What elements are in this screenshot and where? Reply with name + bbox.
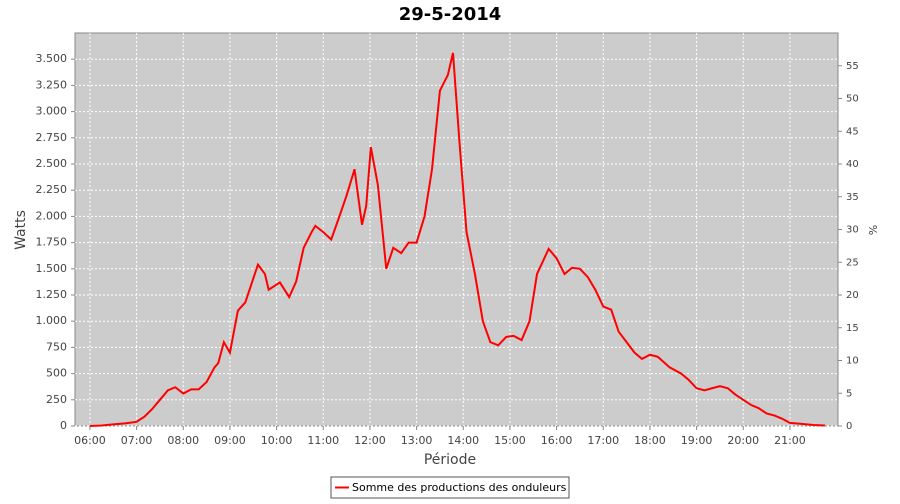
x-tick-label: 13:00	[401, 434, 433, 447]
chart-title: 29-5-2014	[399, 4, 502, 25]
y2-tick-label: 50	[846, 94, 859, 105]
x-tick-label: 11:00	[307, 434, 339, 447]
y-tick-label: 1.000	[36, 314, 68, 327]
y-tick-label: 2.750	[36, 131, 68, 144]
x-tick-label: 18:00	[634, 434, 666, 447]
legend-label: Somme des productions des onduleurs	[352, 481, 567, 494]
y-tick-label: 3.000	[36, 105, 68, 118]
y2-tick-label: 25	[846, 257, 859, 268]
y-tick-label: 750	[46, 340, 67, 353]
y2-tick-label: 40	[846, 159, 859, 170]
x-tick-label: 10:00	[261, 434, 293, 447]
x-tick-label: 14:00	[447, 434, 479, 447]
y2-axis-label: %	[866, 225, 879, 235]
x-tick-label: 15:00	[494, 434, 526, 447]
y-tick-label: 250	[46, 393, 67, 406]
x-tick-label: 16:00	[541, 434, 573, 447]
x-tick-label: 12:00	[354, 434, 386, 447]
y-tick-label: 2.000	[36, 209, 68, 222]
y2-tick-label: 30	[846, 225, 859, 236]
y-tick-label: 500	[46, 367, 67, 380]
y-tick-label: 3.500	[36, 52, 68, 65]
x-tick-label: 21:00	[774, 434, 806, 447]
y2-tick-label: 55	[846, 61, 859, 72]
y-tick-label: 1.250	[36, 288, 68, 301]
y-axis-label: Watts	[13, 210, 29, 250]
y-tick-label: 1.750	[36, 236, 68, 249]
x-tick-label: 09:00	[214, 434, 246, 447]
y-tick-label: 2.500	[36, 157, 68, 170]
y2-tick-label: 20	[846, 290, 859, 301]
x-tick-label: 19:00	[681, 434, 713, 447]
legend-box	[330, 476, 570, 499]
x-tick-label: 17:00	[587, 434, 619, 447]
data-line	[89, 52, 825, 427]
y2-tick-label: 15	[846, 323, 859, 334]
y-tick-label: 1.500	[36, 262, 68, 275]
y2-tick-label: 45	[846, 126, 859, 137]
y2-tick-label: 0	[846, 421, 852, 432]
x-tick-label: 08:00	[167, 434, 199, 447]
y2-tick-label: 10	[846, 356, 859, 367]
y2-tick-label: 35	[846, 192, 859, 203]
y-tick-label: 2.250	[36, 183, 68, 196]
x-axis-label: Période	[424, 452, 476, 468]
y-tick-label: 3.250	[36, 78, 68, 91]
x-tick-label: 07:00	[121, 434, 153, 447]
y2-tick-label: 5	[846, 388, 852, 399]
x-tick-label: 20:00	[727, 434, 759, 447]
y-tick-label: 0	[60, 419, 67, 432]
x-tick-label: 06:00	[74, 434, 106, 447]
